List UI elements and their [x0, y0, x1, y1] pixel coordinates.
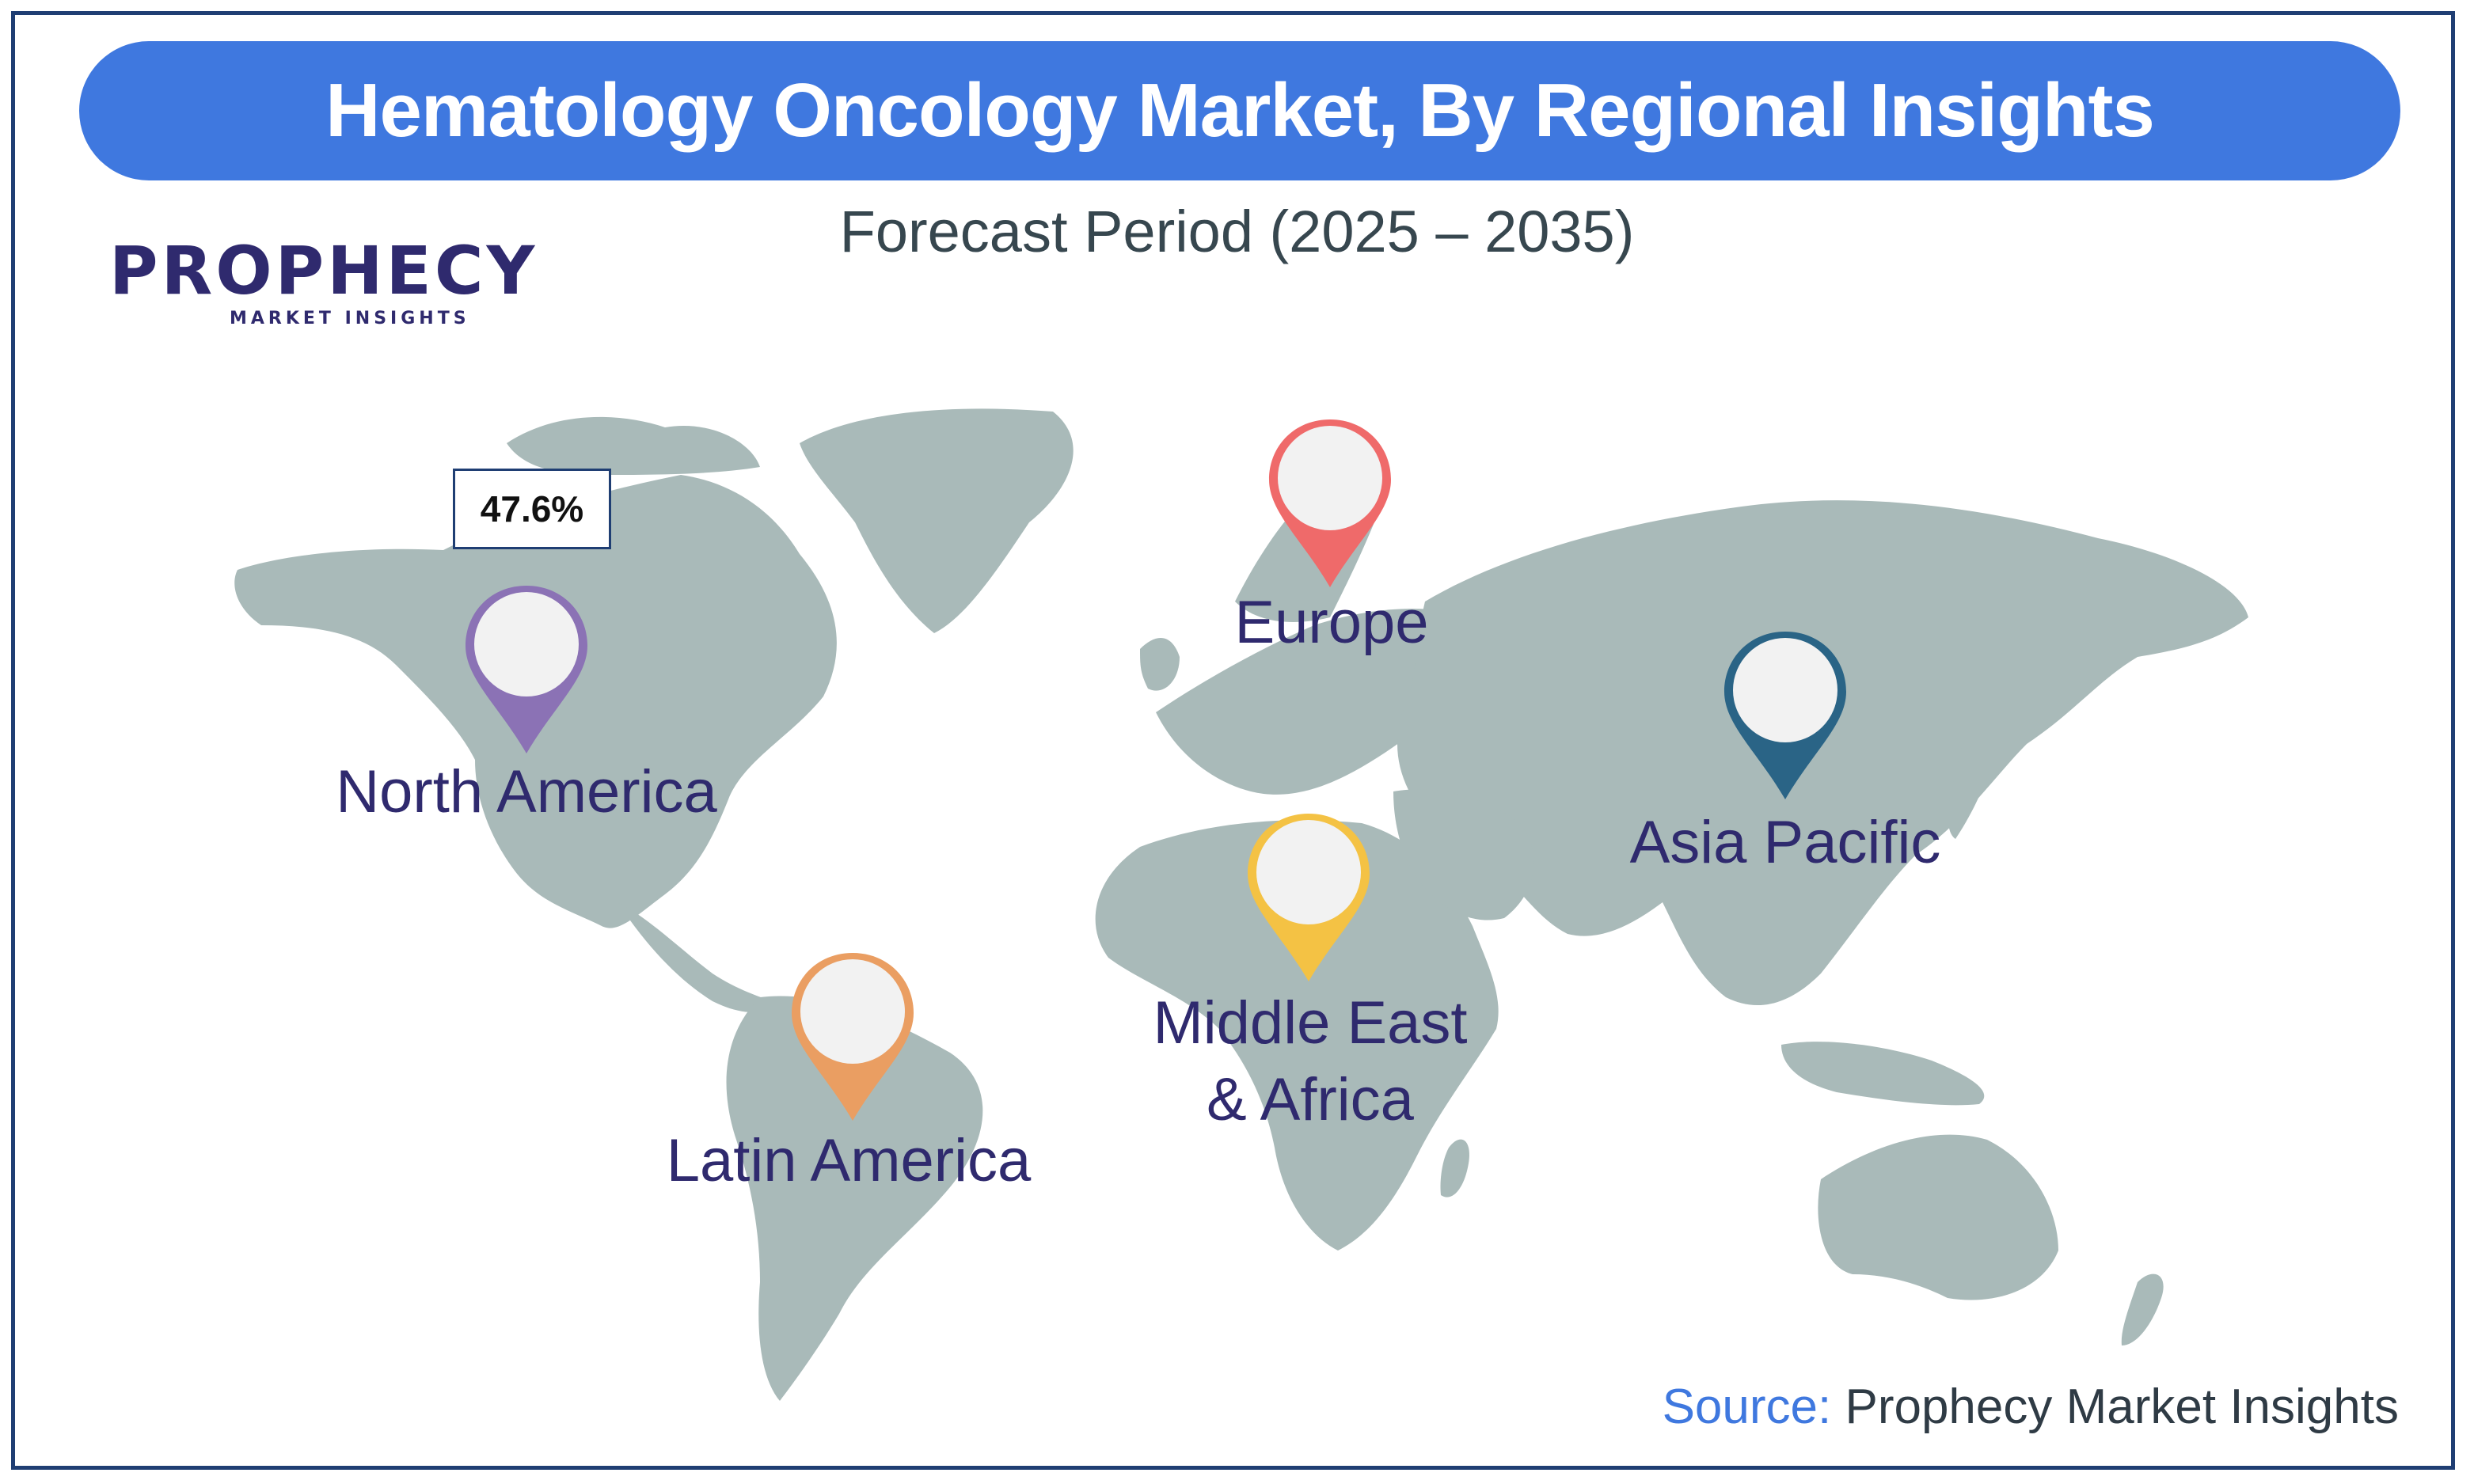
outer-frame — [11, 11, 2455, 1470]
pin-circle-europe — [1278, 426, 1382, 530]
land-australia — [1818, 1134, 2058, 1300]
land-arctic-islands — [507, 416, 760, 475]
logo-wordmark: PROPHECY — [109, 232, 538, 309]
land-south-america — [726, 996, 983, 1401]
brand-logo: PROPHECY MARKET INSIGHTS — [109, 237, 538, 328]
land-japan — [1948, 733, 1995, 839]
pin-asia-pacific — [1724, 632, 1846, 799]
page-title: Hematology Oncology Market, By Regional … — [325, 68, 2155, 153]
land-europe — [1156, 609, 1479, 795]
label-middle-east-line2: & Africa — [1207, 1066, 1414, 1134]
logo-tagline: MARKET INSIGHTS — [230, 309, 470, 328]
pin-circle-north-america — [474, 592, 579, 696]
source-label: Source: — [1662, 1380, 1832, 1434]
land-asia — [1397, 500, 2248, 1005]
pin-latin-america — [792, 953, 914, 1121]
pin-circle-middle-east-africa — [1256, 820, 1361, 924]
pin-europe — [1269, 419, 1391, 587]
label-middle-east-africa: Middle East & Africa — [1153, 985, 1467, 1139]
label-europe: Europe — [1234, 589, 1429, 656]
label-asia-pacific: Asia Pacific — [1629, 809, 1941, 876]
pin-circle-latin-america — [800, 959, 905, 1064]
label-north-america: North America — [336, 758, 717, 825]
land-madagascar — [1440, 1139, 1469, 1197]
land-africa — [1095, 820, 1499, 1251]
land-greenland — [800, 408, 1074, 633]
title-banner: Hematology Oncology Market, By Regional … — [79, 41, 2400, 180]
source-credit: Source: Prophecy Market Insights — [1663, 1379, 2399, 1435]
pin-north-america — [466, 586, 587, 753]
label-middle-east-line1: Middle East — [1153, 989, 1468, 1057]
pin-circle-asia-pacific — [1733, 638, 1837, 742]
subtitle: Forecast Period (2025 – 2035) — [839, 199, 1635, 264]
source-value: Prophecy Market Insights — [1845, 1380, 2399, 1434]
share-value-box: 47.6% — [453, 469, 611, 549]
label-latin-america: Latin America — [666, 1127, 1032, 1194]
land-middle-east — [1393, 789, 1534, 920]
land-uk — [1140, 638, 1180, 691]
land-central-america — [618, 902, 784, 1013]
pin-middle-east-africa — [1248, 814, 1370, 981]
land-indonesia — [1781, 1042, 1985, 1106]
land-new-zealand — [2121, 1273, 2164, 1345]
